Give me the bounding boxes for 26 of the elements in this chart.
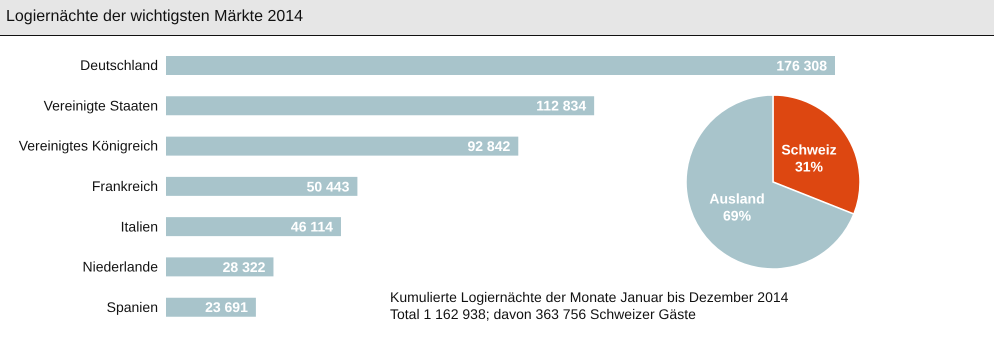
data-label: 176 308 xyxy=(776,57,828,74)
data-label: 92 842 xyxy=(467,138,510,154)
y-tick-label: Vereinigte Staaten xyxy=(44,97,158,114)
data-label: 112 834 xyxy=(536,98,586,114)
data-label: 69% xyxy=(723,207,752,224)
bar xyxy=(166,56,835,75)
slice-label: Schweiz xyxy=(781,142,837,158)
chart-title: Logiernächte der wichtigsten Märkte 2014 xyxy=(6,8,304,26)
slice-label: Ausland xyxy=(709,190,765,207)
y-tick-label: Niederlande xyxy=(82,258,158,275)
bar xyxy=(166,136,518,156)
data-label: 28 322 xyxy=(222,258,266,275)
y-tick-label: Vereinigtes Königreich xyxy=(18,138,158,154)
data-label: 23 691 xyxy=(205,299,248,316)
bar xyxy=(166,217,341,236)
annotation: Kumulierte Logiernächte der Monate Januar bis Dezember 2014 xyxy=(390,289,788,305)
bar xyxy=(166,96,594,116)
data-label: 31% xyxy=(794,158,824,175)
annotation: Total 1 162 938; davon 363 756 Schweizer Gäste xyxy=(390,306,696,322)
y-tick-label: Frankreich xyxy=(92,178,158,194)
y-tick-label: Italien xyxy=(120,218,158,234)
bar xyxy=(166,176,358,196)
data-label: 46 114 xyxy=(290,218,334,235)
data-label: 50 443 xyxy=(306,178,350,194)
y-tick-label: Spanien xyxy=(106,298,158,315)
y-tick-label: Deutschland xyxy=(80,57,158,74)
